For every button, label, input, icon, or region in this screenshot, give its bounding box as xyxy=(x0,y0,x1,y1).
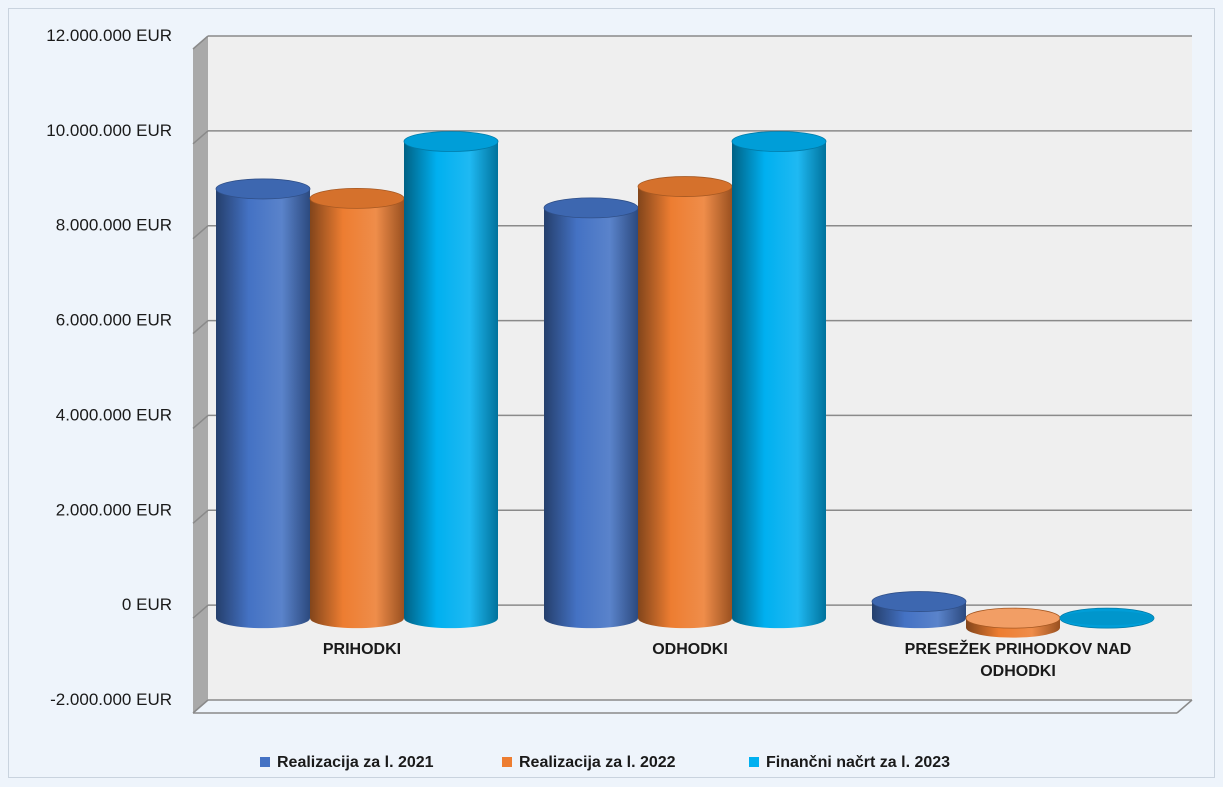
legend-label: Realizacija za l. 2021 xyxy=(277,754,434,771)
bar xyxy=(1059,607,1155,629)
gridline-side xyxy=(192,699,209,714)
gridline-side xyxy=(192,225,209,240)
y-tick-label: 0 EUR xyxy=(122,595,172,614)
bar xyxy=(731,131,827,629)
category-label: PRIHODKI xyxy=(323,641,401,658)
bar-cap xyxy=(965,607,1061,629)
bar-cap xyxy=(309,187,405,209)
bar-body xyxy=(732,141,826,629)
category-labels: PRIHODKI ODHODKI PRESEŽEK PRIHODKOV NAD ODH… xyxy=(323,639,1131,680)
y-tick-label: -2.000.000 EUR xyxy=(50,690,172,709)
gridline-side xyxy=(192,414,209,429)
category-label: PRESEŽEK PRIHODKOV NAD ODHODKI xyxy=(905,639,1132,680)
category-label: ODHODKI xyxy=(652,641,728,658)
gridline-side xyxy=(192,604,209,619)
bar xyxy=(215,178,311,629)
bar-cap xyxy=(543,197,639,219)
bar-body xyxy=(310,198,404,629)
legend-label: Finančni načrt za l. 2023 xyxy=(766,754,950,771)
bar-body xyxy=(404,141,498,629)
bar-body xyxy=(216,188,310,629)
bar xyxy=(543,197,639,629)
gridline-side xyxy=(192,320,209,335)
bar-cap-inner xyxy=(1060,611,1154,626)
legend-swatch xyxy=(502,757,512,767)
bar xyxy=(965,607,1061,638)
bar xyxy=(637,176,733,629)
y-tick-label: 2.000.000 EUR xyxy=(56,500,172,519)
legend-item: Realizacija za l. 2021 xyxy=(260,754,434,771)
legend-item: Finančni načrt za l. 2023 xyxy=(749,754,950,771)
y-tick-label: 10.000.000 EUR xyxy=(46,121,172,140)
legend-label: Realizacija za l. 2022 xyxy=(519,754,676,771)
floor-edge-right xyxy=(1176,699,1193,714)
bar xyxy=(871,591,967,629)
legend-item: Realizacija za l. 2022 xyxy=(502,754,676,771)
bars xyxy=(215,131,1155,638)
bar-cap xyxy=(637,176,733,197)
legend-swatch xyxy=(260,757,270,767)
gridline-side xyxy=(192,509,209,524)
gridline-side xyxy=(192,130,209,145)
y-axis-tick-labels: -2.000.000 EUR 0 EUR 2.000.000 EUR 4.000.00… xyxy=(46,26,172,709)
y-tick-label: 4.000.000 EUR xyxy=(56,405,172,424)
legend-swatch xyxy=(749,757,759,767)
bar-cap xyxy=(403,131,499,152)
y-tick-label: 12.000.000 EUR xyxy=(46,26,172,45)
legend: Realizacija za l. 2021 Realizacija za l. … xyxy=(260,754,950,771)
bar-body xyxy=(544,207,638,629)
bar-cap xyxy=(731,131,827,152)
bar xyxy=(309,187,405,629)
y-tick-label: 6.000.000 EUR xyxy=(56,311,172,330)
bar-cap xyxy=(215,178,311,200)
bar-cap xyxy=(871,591,967,612)
gridline-side xyxy=(192,35,209,50)
bar-body xyxy=(638,186,732,629)
bar xyxy=(403,131,499,629)
y-tick-label: 8.000.000 EUR xyxy=(56,216,172,235)
side-wall xyxy=(193,36,208,713)
